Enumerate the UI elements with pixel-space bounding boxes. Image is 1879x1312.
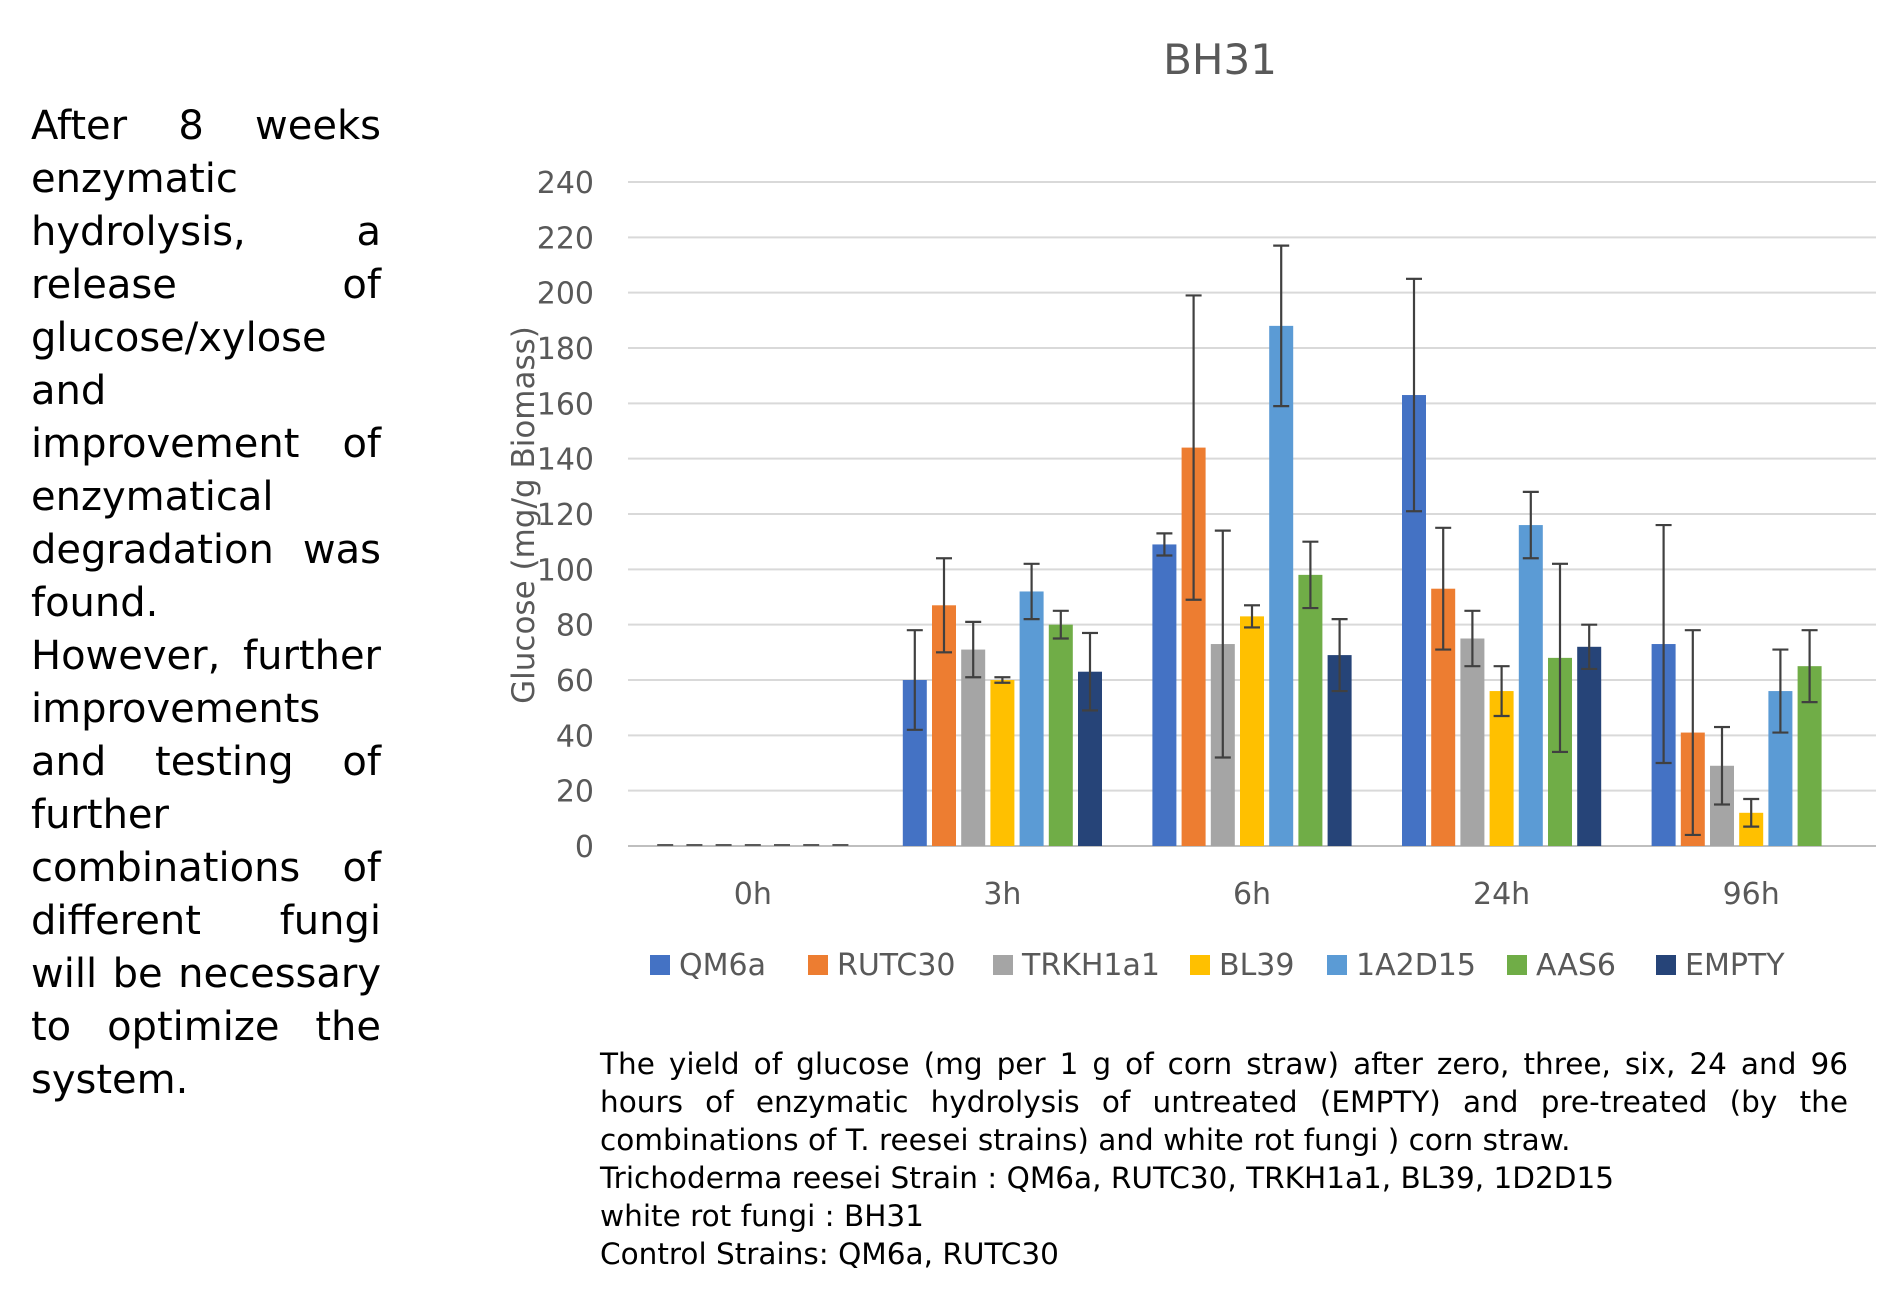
error-bar	[1406, 277, 1422, 513]
error-bar	[1743, 797, 1760, 828]
y-tick-label: 240	[537, 166, 594, 201]
error-bar	[1273, 244, 1290, 408]
legend-swatch	[808, 955, 828, 975]
error-bar	[1435, 526, 1452, 651]
side-note-paragraph-2: However, further improvements and testin…	[31, 633, 381, 1103]
bar-trkh1a1-3h	[961, 649, 986, 846]
caption-line-2: Trichoderma reesei Strain : QM6a, RUTC30…	[600, 1161, 1615, 1195]
legend-item-trkh1a1: TRKH1a1	[993, 948, 1160, 983]
error-bar	[1581, 623, 1598, 671]
error-bar	[1331, 618, 1348, 693]
bar-1a2d15-24h	[1518, 525, 1543, 846]
side-note-paragraph-1: After 8 weeks enzymatic hydrolysis, a re…	[31, 103, 381, 626]
x-tick-label: 24h	[1473, 877, 1530, 912]
bar-bl39-3h	[990, 680, 1015, 846]
error-bar	[1772, 648, 1789, 734]
side-notes: After 8 weeks enzymatic hydrolysis, a re…	[31, 100, 381, 1107]
figure-caption: The yield of glucose (mg per 1 g of corn…	[600, 1045, 1848, 1273]
y-tick-label: 40	[556, 719, 594, 754]
y-tick-label: 20	[556, 775, 594, 810]
legend-item-bl39: BL39	[1190, 948, 1294, 983]
y-tick-label: 200	[537, 277, 594, 312]
caption-line-4: Control Strains: QM6a, RUTC30	[600, 1237, 1059, 1271]
chart-title: BH31	[1163, 35, 1277, 84]
legend-item-empty: EMPTY	[1656, 948, 1785, 983]
error-bar	[1464, 609, 1481, 668]
error-bar	[1801, 629, 1818, 704]
legend-label: EMPTY	[1685, 948, 1785, 983]
error-bar	[1493, 665, 1510, 718]
y-axis-ticks: 0 20 40 60 80 100 120 140 160 180 200 220 240	[537, 166, 594, 865]
error-bar	[1185, 294, 1202, 601]
legend-swatch	[1327, 955, 1347, 975]
x-tick-label: 3h	[983, 877, 1021, 912]
error-bar	[1684, 629, 1701, 837]
error-bar	[1714, 725, 1730, 806]
bar-qm6a-6h	[1152, 544, 1177, 846]
error-bar	[1655, 523, 1672, 765]
bar-empty-24h	[1577, 646, 1602, 846]
legend: QM6a RUTC30 TRKH1a1 BL39 1A2D15 AAS6 EMPTY	[650, 948, 1785, 983]
y-axis-label: Glucose (mg/g Biomass)	[506, 326, 542, 704]
bar-aas6-6h	[1298, 574, 1323, 846]
y-tick-label: 80	[556, 609, 594, 644]
legend-swatch	[1656, 955, 1676, 975]
y-tick-label: 60	[556, 664, 594, 699]
x-tick-label: 96h	[1723, 877, 1780, 912]
error-bar	[1082, 631, 1098, 712]
error-bar	[1214, 529, 1231, 759]
y-tick-label: 180	[537, 332, 594, 367]
legend-label: TRKH1a1	[1021, 948, 1160, 983]
error-bar	[1522, 490, 1539, 560]
legend-swatch	[1190, 955, 1210, 975]
legend-item-qm6a: QM6a	[650, 948, 766, 983]
legend-label: BL39	[1219, 948, 1294, 983]
error-bars	[657, 244, 1818, 846]
bars	[653, 325, 1822, 847]
caption-line-1: The yield of glucose (mg per 1 g of corn…	[600, 1047, 1848, 1157]
legend-label: AAS6	[1536, 948, 1616, 983]
error-bar	[936, 557, 952, 654]
bar-1a2d15-3h	[1019, 591, 1044, 846]
legend-label: 1A2D15	[1356, 948, 1476, 983]
x-axis-ticks: 0h 3h 6h 24h 96h	[734, 877, 1780, 912]
error-bar	[1244, 604, 1260, 629]
legend-item-1a2d15: 1A2D15	[1327, 948, 1476, 983]
legend-item-rutc30: RUTC30	[808, 948, 956, 983]
error-bar	[1156, 532, 1173, 557]
y-tick-label: 0	[575, 830, 594, 865]
y-tick-label: 140	[537, 443, 594, 478]
error-bar	[994, 676, 1011, 684]
y-tick-label: 160	[537, 387, 594, 422]
y-tick-label: 120	[537, 498, 594, 533]
x-tick-label: 6h	[1233, 877, 1271, 912]
legend-swatch	[1507, 955, 1527, 975]
legend-swatch	[650, 955, 670, 975]
bar-1a2d15-6h	[1269, 325, 1294, 846]
error-bar	[1552, 562, 1568, 754]
error-bar	[1023, 562, 1040, 621]
legend-item-aas6: AAS6	[1507, 948, 1616, 983]
legend-label: RUTC30	[837, 948, 956, 983]
bar-aas6-3h	[1048, 624, 1073, 846]
x-tick-label: 0h	[734, 877, 772, 912]
error-bar	[965, 620, 982, 679]
bar-bl39-6h	[1240, 616, 1264, 846]
bar-trkh1a1-24h	[1460, 638, 1485, 846]
y-tick-label: 220	[537, 221, 594, 256]
legend-swatch	[993, 955, 1013, 975]
legend-label: QM6a	[679, 948, 766, 983]
y-tick-label: 100	[537, 553, 594, 588]
error-bar	[1302, 540, 1319, 610]
error-bar	[1052, 609, 1069, 640]
caption-line-3: white rot fungi : BH31	[600, 1199, 924, 1233]
error-bar	[906, 629, 923, 731]
